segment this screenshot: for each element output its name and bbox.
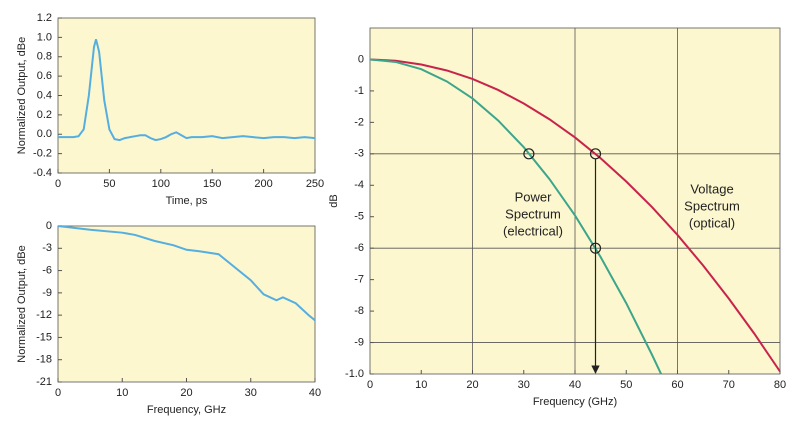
y-tick-label: -3: [354, 148, 364, 160]
y-tick-label: 0.8: [37, 51, 52, 63]
annotation: Voltage: [690, 181, 733, 196]
x-tick-label: 150: [203, 178, 221, 190]
y-tick-label: 1.2: [37, 12, 52, 24]
data-line: [58, 39, 315, 142]
y-tick-label: -2: [354, 116, 364, 128]
y-tick-label: -6: [42, 264, 52, 276]
x-tick-label: 0: [55, 178, 61, 190]
y-tick-label: -21: [36, 376, 52, 388]
x-tick-label: 50: [103, 178, 115, 190]
x-tick-label: 0: [55, 387, 61, 399]
data-line: [370, 58, 663, 374]
y-tick-label: -0.4: [33, 167, 52, 179]
y-tick-label: 0.0: [37, 128, 52, 140]
plot-area: [57, 17, 316, 174]
y-axis-label: dB: [328, 194, 340, 207]
y-tick-label: -6: [354, 242, 364, 254]
x-axis-label: Frequency, GHz: [147, 404, 226, 416]
x-axis-label: Frequency (GHz): [533, 396, 617, 408]
x-tick-label: 30: [245, 387, 257, 399]
y-tick-label: -1.0: [345, 368, 364, 380]
marker: [523, 148, 535, 160]
y-tick-label: -18: [36, 354, 52, 366]
data-line: [370, 58, 780, 373]
x-tick-label: 40: [309, 387, 321, 399]
y-axis-label: Normalized Output, dBe: [16, 245, 28, 362]
data-line: [58, 226, 315, 322]
x-tick-label: 100: [152, 178, 170, 190]
annotation: Spectrum: [684, 198, 740, 213]
x-tick-label: 20: [180, 387, 192, 399]
y-tick-label: -7: [354, 274, 364, 286]
y-axis-label: Normalized Output, dBe: [16, 37, 28, 154]
y-tick-label: 0: [46, 220, 52, 232]
y-tick-label: 0.6: [37, 70, 52, 82]
annotation: Spectrum: [505, 206, 561, 221]
x-tick-label: 40: [569, 379, 581, 391]
x-tick-label: 10: [415, 379, 427, 391]
annotation: (optical): [689, 215, 735, 230]
y-tick-label: -1: [354, 85, 364, 97]
x-tick-label: 60: [671, 379, 683, 391]
y-tick-label: -8: [354, 305, 364, 317]
y-tick-label: 0.2: [37, 109, 52, 121]
x-tick-label: 80: [774, 379, 786, 391]
x-tick-label: 70: [723, 379, 735, 391]
x-tick-label: 0: [367, 379, 373, 391]
y-tick-label: -4: [354, 179, 364, 191]
y-tick-label: -9: [42, 287, 52, 299]
y-tick-label: 0.4: [37, 89, 52, 101]
y-tick-label: -15: [36, 331, 52, 343]
x-axis-label: Time, ps: [166, 195, 208, 207]
y-tick-label: -9: [354, 336, 364, 348]
annotation: (electrical): [503, 223, 563, 238]
y-tick-label: -0.2: [33, 148, 52, 160]
x-tick-label: 30: [518, 379, 530, 391]
y-tick-label: -5: [354, 211, 364, 223]
y-tick-label: 1.0: [37, 31, 52, 43]
y-tick-label: 0: [358, 53, 364, 65]
x-tick-label: 10: [116, 387, 128, 399]
x-tick-label: 20: [466, 379, 478, 391]
y-tick-label: -3: [42, 242, 52, 254]
y-tick-label: -12: [36, 309, 52, 321]
x-tick-label: 250: [306, 178, 324, 190]
annotation: Power: [515, 189, 553, 204]
x-tick-label: 200: [254, 178, 272, 190]
x-tick-label: 50: [620, 379, 632, 391]
